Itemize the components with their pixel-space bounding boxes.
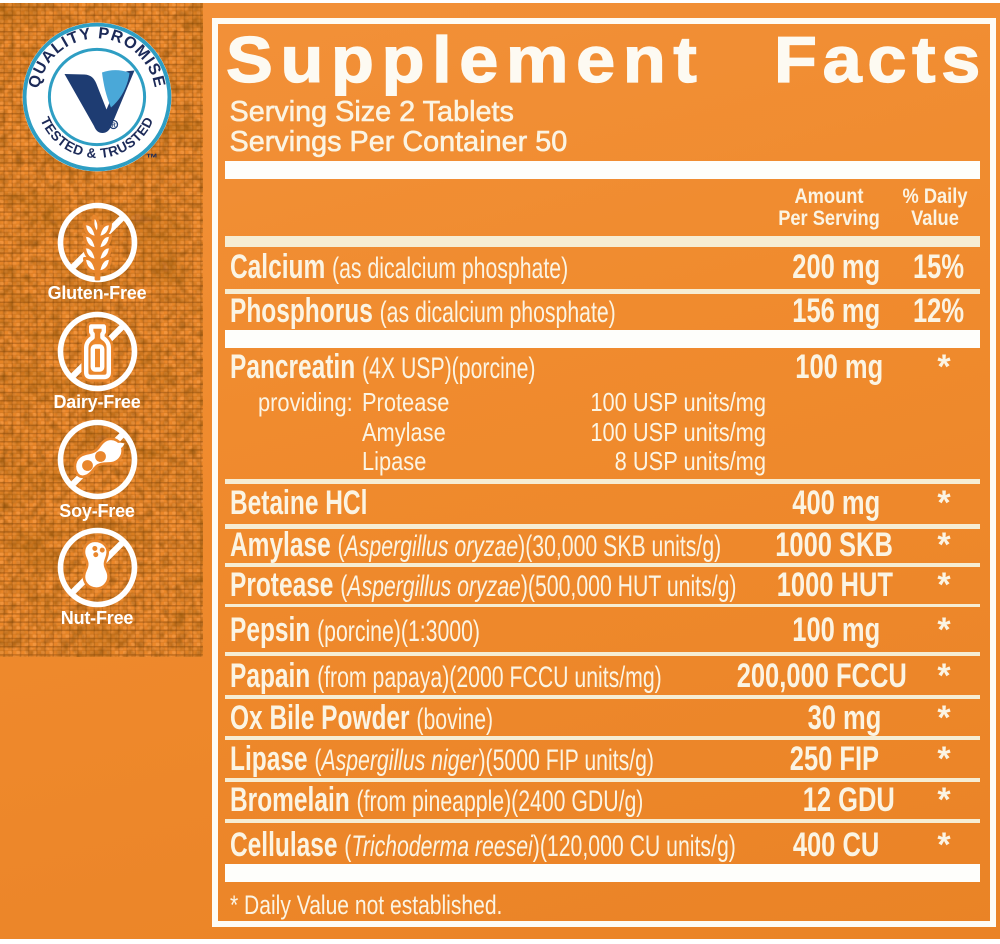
svg-text:R: R bbox=[111, 123, 116, 129]
